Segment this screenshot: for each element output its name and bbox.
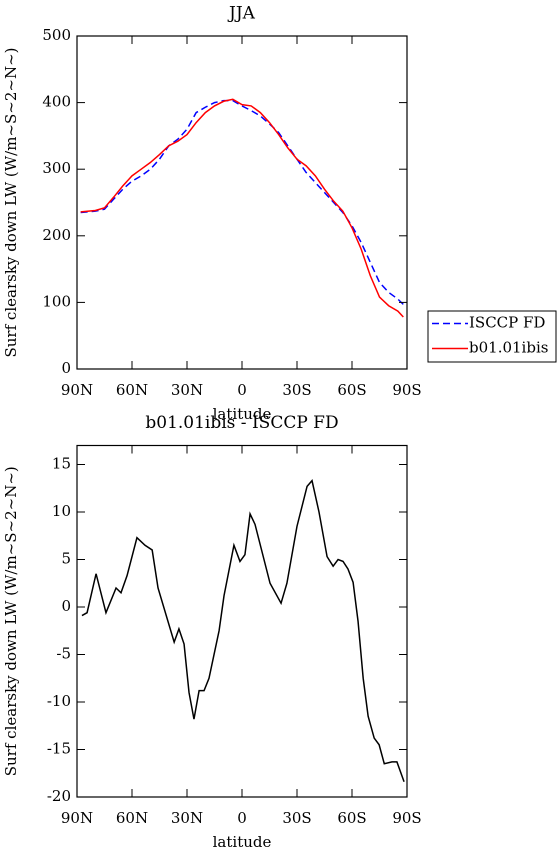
y-axis-label: Surf clearsky down LW (W/m~S~2~N~) [2,466,20,776]
y-tick-label: 15 [52,455,71,473]
y-tick-label: 500 [42,26,71,44]
y-tick-label: 100 [42,292,71,310]
x-tick-label: 90S [392,381,421,399]
x-tick-label: 90N [61,381,93,399]
y-tick-label: 0 [61,597,71,615]
x-tick-label: 30N [171,809,203,827]
legend-label: ISCCP FD [469,314,545,332]
y-tick-label: -20 [47,787,71,805]
y-tick-label: 300 [42,159,71,177]
x-tick-label: 30N [171,381,203,399]
y-tick-label: -5 [56,645,71,663]
x-tick-label: 0 [237,381,247,399]
y-axis-label: Surf clearsky down LW (W/m~S~2~N~) [2,47,20,357]
data-line [80,99,404,305]
x-axis-label: latitude [213,833,272,851]
x-tick-label: 90S [392,809,421,827]
y-tick-label: 0 [61,359,71,377]
x-tick-label: 60S [337,809,366,827]
y-tick-label: -15 [47,740,71,758]
y-tick-label: 10 [52,502,71,520]
chart-title: b01.01ibis - ISCCP FD [145,413,338,433]
data-line [80,98,404,318]
y-tick-label: 400 [42,93,71,111]
legend-frame [427,310,557,363]
x-axis-label: latitude [213,405,272,423]
legend-label: b01.01ibis [469,339,548,357]
y-tick-label: 200 [42,226,71,244]
y-tick-label: -10 [47,692,71,710]
x-tick-label: 30S [282,809,311,827]
x-tick-label: 60N [116,381,148,399]
x-tick-label: 0 [237,809,247,827]
data-line [81,479,405,783]
chart-title: JJA [227,4,256,24]
x-tick-label: 30S [282,381,311,399]
x-tick-label: 60N [116,809,148,827]
y-tick-label: 5 [61,550,71,568]
x-tick-label: 90N [61,809,93,827]
x-tick-label: 60S [337,381,366,399]
plot-frame [76,35,408,370]
